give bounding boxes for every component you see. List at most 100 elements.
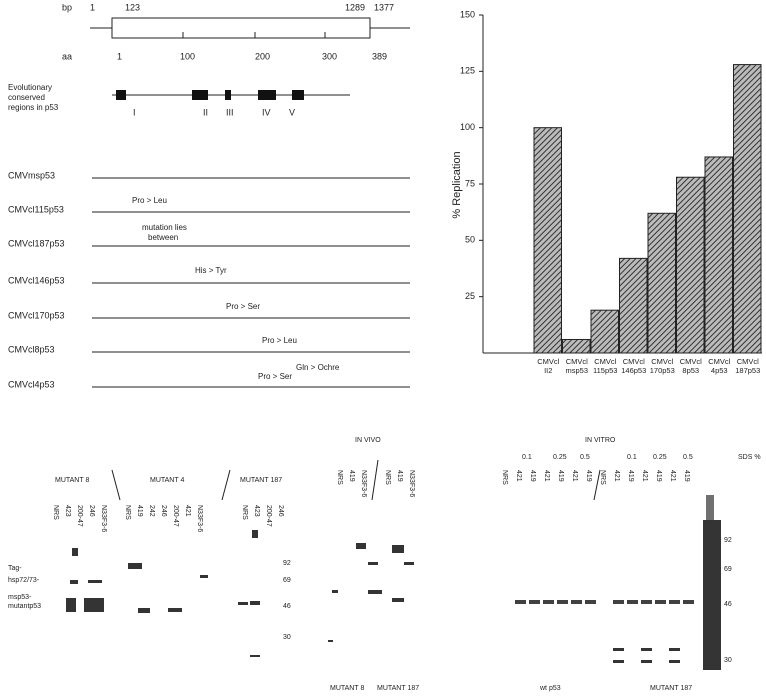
- bar: [562, 338, 591, 354]
- marker: 92: [724, 537, 732, 544]
- band: [328, 640, 333, 642]
- bar: [676, 176, 705, 354]
- bottom-label: wt p53: [539, 685, 561, 692]
- lane-label: N33F3-6: [196, 505, 203, 532]
- x-tick-label: CMVcl 115p53: [593, 357, 618, 375]
- mutation-note: His > Tyr: [195, 266, 227, 275]
- band: [200, 575, 208, 578]
- lane-label: 419: [683, 470, 690, 482]
- lane-label: 421: [184, 505, 191, 517]
- band: [138, 608, 150, 613]
- smear: [706, 495, 714, 525]
- lane-label: N33F3-6: [360, 470, 367, 497]
- sds-value: 0.25: [653, 454, 667, 461]
- y-tick-label: 25: [465, 291, 475, 301]
- marker: 46: [283, 603, 291, 610]
- sds-label: SDS %: [738, 454, 761, 461]
- x-tick-label: CMVcl 170p53: [649, 357, 675, 375]
- mutation-note: mutation lies: [142, 223, 187, 232]
- bar: [647, 212, 676, 354]
- in-vivo-title: IN VIVO: [355, 437, 381, 444]
- x-tick-label: CMVcl 4p53: [708, 357, 731, 375]
- bar: [619, 257, 648, 354]
- marker: 69: [724, 566, 732, 573]
- band: [669, 660, 680, 663]
- region-box: [192, 90, 208, 100]
- lane-label: 421: [641, 470, 648, 482]
- mutation-note: Pro > Ser: [258, 372, 292, 381]
- band: [356, 543, 366, 549]
- construct-name: CMVcl187p53: [8, 238, 65, 248]
- band: [88, 580, 102, 583]
- band: [392, 545, 404, 553]
- smear: [703, 520, 721, 670]
- marker: 69: [283, 577, 291, 584]
- group-title: MUTANT 4: [150, 477, 184, 484]
- region-box: [292, 90, 304, 100]
- band: [627, 600, 638, 604]
- region-box: [225, 90, 231, 100]
- aa-mark: 1: [117, 51, 122, 61]
- aa-mark: 100: [180, 51, 195, 61]
- bottom-label: MUTANT 8: [330, 685, 364, 692]
- y-tick-label: 50: [465, 235, 475, 245]
- band: [392, 598, 404, 602]
- coding-box: [111, 17, 371, 39]
- lane-label: 421: [515, 470, 522, 482]
- sds-value: 0.1: [627, 454, 637, 461]
- lane-label: NRS: [336, 470, 343, 485]
- divider: [221, 469, 231, 501]
- y-tick-label: 125: [460, 66, 475, 76]
- lane-label: 200-47: [265, 505, 272, 527]
- aa-mark: 200: [255, 51, 270, 61]
- lane-label: NRS: [241, 505, 248, 520]
- band: [585, 600, 596, 604]
- band: [571, 600, 582, 604]
- aa-label: aa: [62, 51, 72, 61]
- bar: [733, 64, 762, 354]
- band: [641, 600, 652, 604]
- side-label: hsp72/73-: [8, 577, 40, 584]
- group-title: MUTANT 187: [240, 477, 282, 484]
- bar: [533, 127, 562, 354]
- y-tick-label: 100: [460, 122, 475, 132]
- y-axis-title: % Replication: [451, 151, 463, 218]
- lane-label: 246: [88, 505, 95, 517]
- conserved-label: conserved: [8, 93, 45, 102]
- band: [72, 548, 78, 556]
- region-label: III: [226, 107, 234, 117]
- marker: 46: [724, 601, 732, 608]
- band: [669, 648, 680, 651]
- band: [250, 655, 260, 657]
- band: [529, 600, 540, 604]
- sds-value: 0.5: [580, 454, 590, 461]
- band: [557, 600, 568, 604]
- lane-label: NRS: [384, 470, 391, 485]
- band: [515, 600, 526, 604]
- lane-label: NRS: [52, 505, 59, 520]
- band: [128, 563, 142, 569]
- construct-name: CMVcl4p53: [8, 379, 55, 389]
- band: [168, 608, 182, 612]
- lane-label: 419: [627, 470, 634, 482]
- lane-label: 421: [669, 470, 676, 482]
- band: [84, 598, 104, 612]
- x-tick-label: CMVcl 146p53: [621, 357, 647, 375]
- x-tick-label: CMVcl 8p53: [679, 357, 702, 375]
- bottom-label: MUTANT 187: [650, 685, 692, 692]
- sds-value: 0.25: [553, 454, 567, 461]
- bp-mark: 1: [90, 2, 95, 12]
- mutation-note: Pro > Leu: [132, 196, 167, 205]
- construct-name: CMVcl8p53: [8, 344, 55, 354]
- divider: [593, 469, 601, 501]
- y-tick-label: 75: [465, 178, 475, 188]
- band: [252, 530, 258, 538]
- bar: [590, 309, 619, 354]
- x-tick-label: CMVcl II2: [537, 357, 560, 375]
- sds-value: 0.1: [522, 454, 532, 461]
- lane-label: 423: [64, 505, 71, 517]
- band: [368, 590, 382, 594]
- construct-name: CMVcl146p53: [8, 275, 65, 285]
- lane-label: 423: [253, 505, 260, 517]
